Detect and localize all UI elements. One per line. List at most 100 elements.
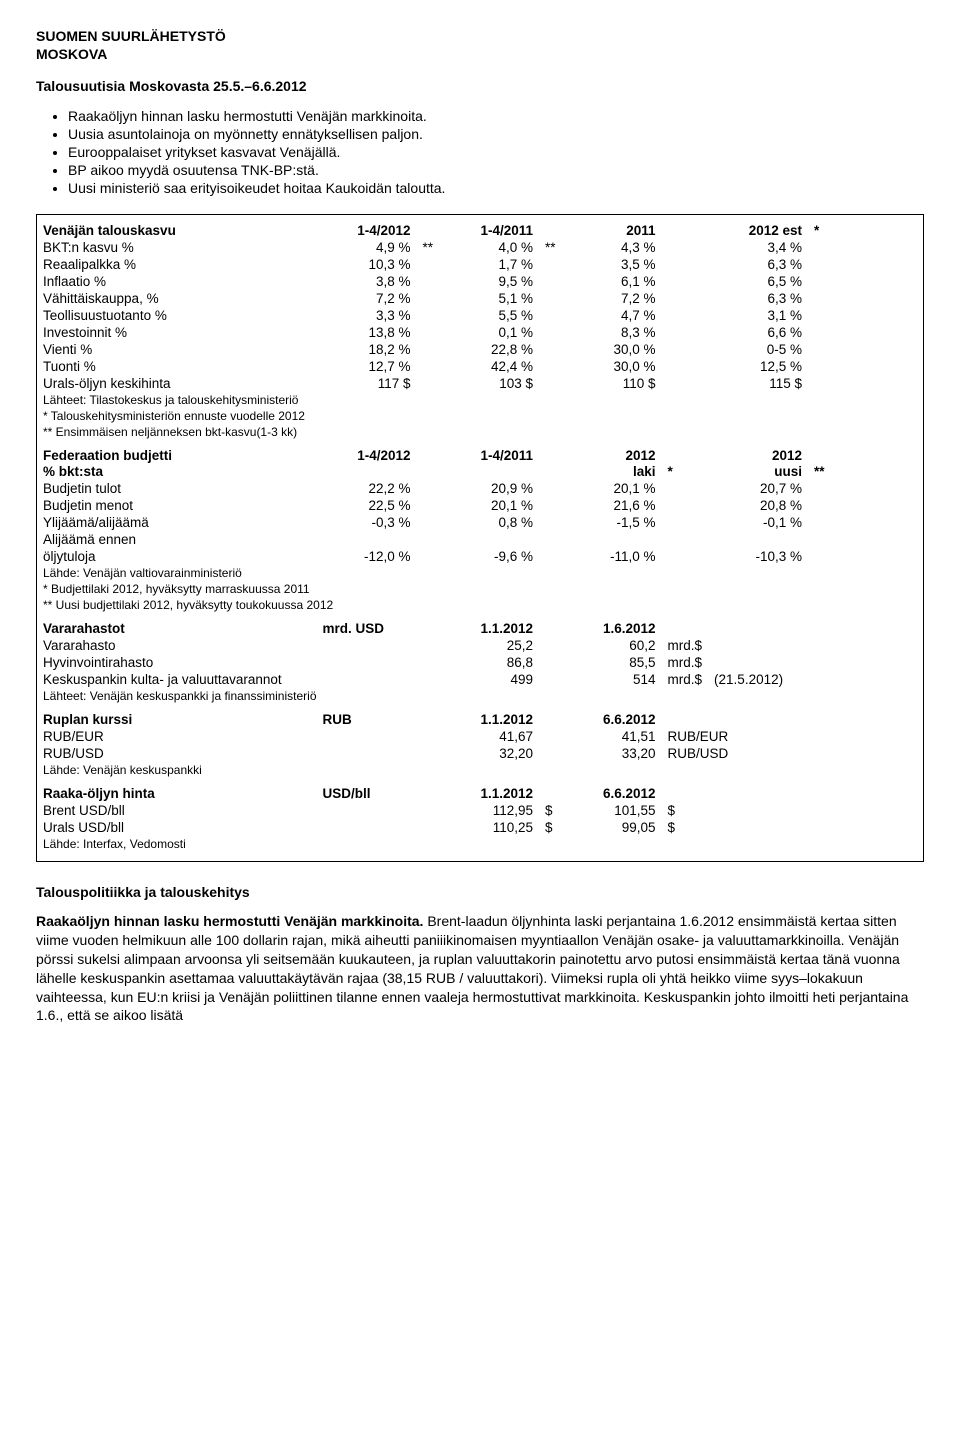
unit: RUB/USD: [662, 745, 924, 762]
cell: 30,0 %: [562, 341, 662, 358]
cell: 115 $: [708, 375, 808, 392]
org-line-2: MOSKOVA: [36, 46, 924, 62]
cell: -10,3 %: [708, 548, 808, 565]
note-text: Lähde: Interfax, Vedomosti: [37, 836, 924, 862]
col-label: Raaka-öljyn hinta: [37, 778, 317, 802]
row-label: Vienti %: [37, 341, 317, 358]
cell: -1,5 %: [562, 514, 662, 531]
table-row: Vähittäiskauppa, %7,2 %5,1 %7,2 %6,3 %: [37, 290, 924, 307]
bullet-item: BP aikoo myydä osuutensa TNK-BP:stä.: [68, 162, 924, 178]
unit: RUB/EUR: [662, 728, 924, 745]
col-period: 1.1.2012: [439, 778, 539, 802]
source-note: Lähteet: Venäjän keskuspankki ja finanss…: [37, 688, 924, 704]
table-row: Urals-öljyn keskihinta117 $103 $110 $115…: [37, 375, 924, 392]
cell: 101,55: [562, 802, 662, 819]
cell: 6,5 %: [708, 273, 808, 290]
cell: 20,8 %: [708, 497, 808, 514]
cell: 9,5 %: [439, 273, 539, 290]
cell: 6,1 %: [562, 273, 662, 290]
unit: mrd.$: [662, 654, 924, 671]
table-row: Keskuspankin kulta- ja valuuttavarannot4…: [37, 671, 924, 688]
cell: 5,5 %: [439, 307, 539, 324]
note-mark: **: [808, 464, 831, 480]
row-label: Tuonti %: [37, 358, 317, 375]
col-unit: RUB: [317, 704, 417, 728]
note-mark: **: [417, 239, 440, 256]
row-label: Brent USD/bll: [37, 802, 317, 819]
extra: (21.5.2012): [708, 671, 923, 688]
row-label: Vähittäiskauppa, %: [37, 290, 317, 307]
unit: $: [539, 819, 562, 836]
row-label: Urals-öljyn keskihinta: [37, 375, 317, 392]
cell: 110 $: [562, 375, 662, 392]
cell: 41,67: [439, 728, 539, 745]
cell: 20,1 %: [562, 480, 662, 497]
summary-bullets: Raakaöljyn hinnan lasku hermostutti Venä…: [36, 108, 924, 196]
cell: 33,20: [562, 745, 662, 762]
bullet-item: Uusia asuntolainoja on myönnetty ennätyk…: [68, 126, 924, 142]
cell: 112,95: [439, 802, 539, 819]
cell: 22,5 %: [317, 497, 417, 514]
row-label: öljytuloja: [37, 548, 317, 565]
unit: mrd.$: [662, 637, 924, 654]
budget-header-2: % bkt:sta laki * uusi **: [37, 464, 924, 480]
table-row: Hyvinvointirahasto86,885,5mrd.$: [37, 654, 924, 671]
table-row: Inflaatio %3,8 %9,5 %6,1 %6,5 %: [37, 273, 924, 290]
source-note: * Budjettilaki 2012, hyväksytty marrasku…: [37, 581, 924, 597]
col-period: 2012: [708, 440, 808, 464]
table-row: Brent USD/bll112,95$101,55$: [37, 802, 924, 819]
cell: 6,3 %: [708, 290, 808, 307]
cell: -11,0 %: [562, 548, 662, 565]
cell: 3,3 %: [317, 307, 417, 324]
row-label: BKT:n kasvu %: [37, 239, 317, 256]
source-note: * Talouskehitysministeriön ennuste vuode…: [37, 408, 924, 424]
cell: 42,4 %: [439, 358, 539, 375]
bullet-item: Uusi ministeriö saa erityisoikeudet hoit…: [68, 180, 924, 196]
note-mark: *: [808, 215, 831, 240]
table-row: RUB/USD32,2033,20RUB/USD: [37, 745, 924, 762]
note-text: Lähteet: Tilastokeskus ja talouskehitysm…: [37, 392, 924, 408]
section-heading: Talouspolitiikka ja talouskehitys: [36, 884, 924, 900]
col-period: 6.6.2012: [562, 778, 662, 802]
col-label: Federaation budjetti: [37, 440, 317, 464]
table-row: Investoinnit %13,8 %0,1 %8,3 %6,6 %: [37, 324, 924, 341]
cell: 3,1 %: [708, 307, 808, 324]
row-label: Reaalipalkka %: [37, 256, 317, 273]
row-label: Ylijäämä/alijäämä: [37, 514, 317, 531]
cell: 22,2 %: [317, 480, 417, 497]
table-row: Teollisuustuotanto %3,3 %5,5 %4,7 %3,1 %: [37, 307, 924, 324]
table-row: Ylijäämä/alijäämä-0,3 %0,8 %-1,5 %-0,1 %: [37, 514, 924, 531]
cell: 514: [562, 671, 662, 688]
cell: 12,5 %: [708, 358, 808, 375]
col-unit: USD/bll: [317, 778, 417, 802]
col-period: 1.1.2012: [439, 613, 539, 637]
cell: -12,0 %: [317, 548, 417, 565]
table-row: Tuonti %12,7 %42,4 %30,0 %12,5 %: [37, 358, 924, 375]
table-row: Alijäämä ennen: [37, 531, 924, 548]
col-period: 2012 est: [708, 215, 808, 240]
note-text: Lähteet: Venäjän keskuspankki ja finanss…: [37, 688, 924, 704]
cell: 25,2: [439, 637, 539, 654]
table-row: BKT:n kasvu % 4,9 %** 4,0 %** 4,3 % 3,4 …: [37, 239, 924, 256]
cell: 12,7 %: [317, 358, 417, 375]
note-text: * Budjettilaki 2012, hyväksytty marrasku…: [37, 581, 924, 597]
row-label: Alijäämä ennen: [37, 531, 317, 548]
row-label: Keskuspankin kulta- ja valuuttavarannot: [37, 671, 317, 688]
cell: 22,8 %: [439, 341, 539, 358]
bullet-item: Eurooppalaiset yritykset kasvavat Venäjä…: [68, 144, 924, 160]
cell: 20,7 %: [708, 480, 808, 497]
source-note: ** Ensimmäisen neljänneksen bkt-kasvu(1-…: [37, 424, 924, 440]
cell: 6,3 %: [708, 256, 808, 273]
unit: $: [539, 802, 562, 819]
source-note: Lähde: Venäjän valtiovarainministeriö: [37, 565, 924, 581]
row-label: RUB/EUR: [37, 728, 317, 745]
cell: 21,6 %: [562, 497, 662, 514]
note-text: ** Uusi budjettilaki 2012, hyväksytty to…: [37, 597, 924, 613]
table-row: Budjetin menot22,5 %20,1 %21,6 %20,8 %: [37, 497, 924, 514]
col-label: Vararahastot: [37, 613, 317, 637]
cell: 85,5: [562, 654, 662, 671]
cell: 0-5 %: [708, 341, 808, 358]
table-row: Urals USD/bll110,25$99,05$: [37, 819, 924, 836]
cell: 18,2 %: [317, 341, 417, 358]
ruble-header: Ruplan kurssi RUB 1.1.2012 6.6.2012: [37, 704, 924, 728]
